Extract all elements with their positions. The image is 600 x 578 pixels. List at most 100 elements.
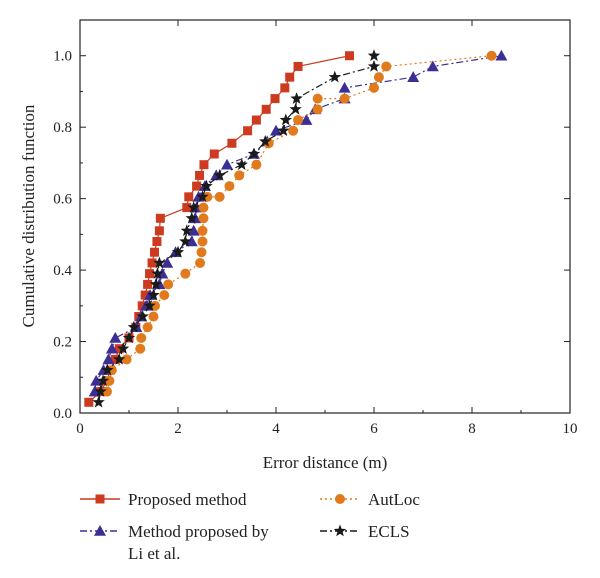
data-point [101,363,114,376]
data-point [148,311,159,322]
x-tick-label: 6 [370,421,378,437]
data-point [84,397,94,407]
data-point [116,342,130,354]
data-point [198,202,209,213]
x-tick-label: 10 [563,421,578,437]
data-point [200,179,213,192]
data-point [369,82,379,93]
x-axis-label: Error distance (m) [263,453,388,472]
data-point [185,211,198,224]
y-tick-label: 0.2 [53,335,72,351]
data-point [259,134,272,147]
data-point [251,115,261,125]
x-tick-label: 4 [272,421,280,437]
series-line [94,55,502,392]
series-3 [92,49,381,408]
x-tick-label: 8 [468,421,476,437]
series-2 [101,50,497,397]
data-point [140,290,150,300]
data-point [143,299,156,312]
data-point [209,149,219,159]
legend-item: ECLS [320,522,410,541]
data-point [339,93,350,104]
data-point [312,104,323,115]
series-line [106,55,492,392]
data-point [149,247,159,257]
data-point [127,320,141,333]
data-point [171,245,185,258]
data-point [110,354,120,364]
data-point [367,59,381,72]
data-point [234,170,245,181]
data-point [198,213,209,224]
data-point [277,124,290,137]
data-point [261,104,271,114]
data-point [289,102,302,115]
data-point [180,224,193,237]
data-point [345,51,354,61]
data-point [161,256,174,268]
y-axis-label: Cumulative distribution function [19,104,38,327]
series-0 [84,51,354,407]
data-point [328,70,341,83]
data-point [135,343,146,354]
data-point [195,257,206,268]
data-point [196,247,207,258]
data-point [373,72,384,83]
y-tick-label: 0.4 [53,263,72,279]
data-point [300,114,313,125]
data-point [197,225,208,236]
data-point [155,213,165,223]
data-point [243,126,253,136]
data-point [288,125,299,136]
data-point [179,235,192,247]
plot-frame [79,19,571,414]
data-point [113,352,126,365]
legend-item: Proposed method [80,490,247,509]
data-point [407,71,420,82]
data-point [151,267,164,279]
data-point [224,181,235,192]
y-tick-label: 1.0 [53,49,72,65]
x-tick-label: 0 [76,421,84,437]
legend-marker [333,524,347,537]
legend-marker [335,494,345,504]
data-point [235,158,248,170]
data-point [196,190,209,203]
y-tick-label: 0.8 [53,120,72,136]
data-point [293,61,303,71]
data-point [187,224,200,236]
data-point [92,395,105,408]
data-point [199,160,209,170]
data-point [136,310,149,322]
data-point [105,342,118,354]
series-lines [84,49,508,408]
data-point [122,331,136,344]
data-point [136,332,147,343]
legend-label: AutLoc [368,490,420,509]
legend-label: Proposed method [128,490,247,509]
data-point [251,159,262,170]
data-point [184,192,194,202]
data-point [187,201,200,213]
legend-marker [94,525,106,536]
data-point [96,374,110,387]
data-point [279,113,292,126]
data-point [163,279,174,290]
data-point [247,147,261,160]
data-point [312,93,323,104]
data-point [101,386,112,397]
data-point [154,226,164,236]
data-point [180,268,191,279]
data-point [195,170,205,180]
data-point [153,256,166,269]
legend-item: Method proposed by Li et al. [80,522,269,563]
x-tick-label: 2 [174,421,182,437]
data-point [147,258,157,268]
data-point [426,60,439,72]
data-point [197,236,208,247]
data-point [367,49,381,61]
data-point [290,92,303,104]
data-point [293,115,304,126]
